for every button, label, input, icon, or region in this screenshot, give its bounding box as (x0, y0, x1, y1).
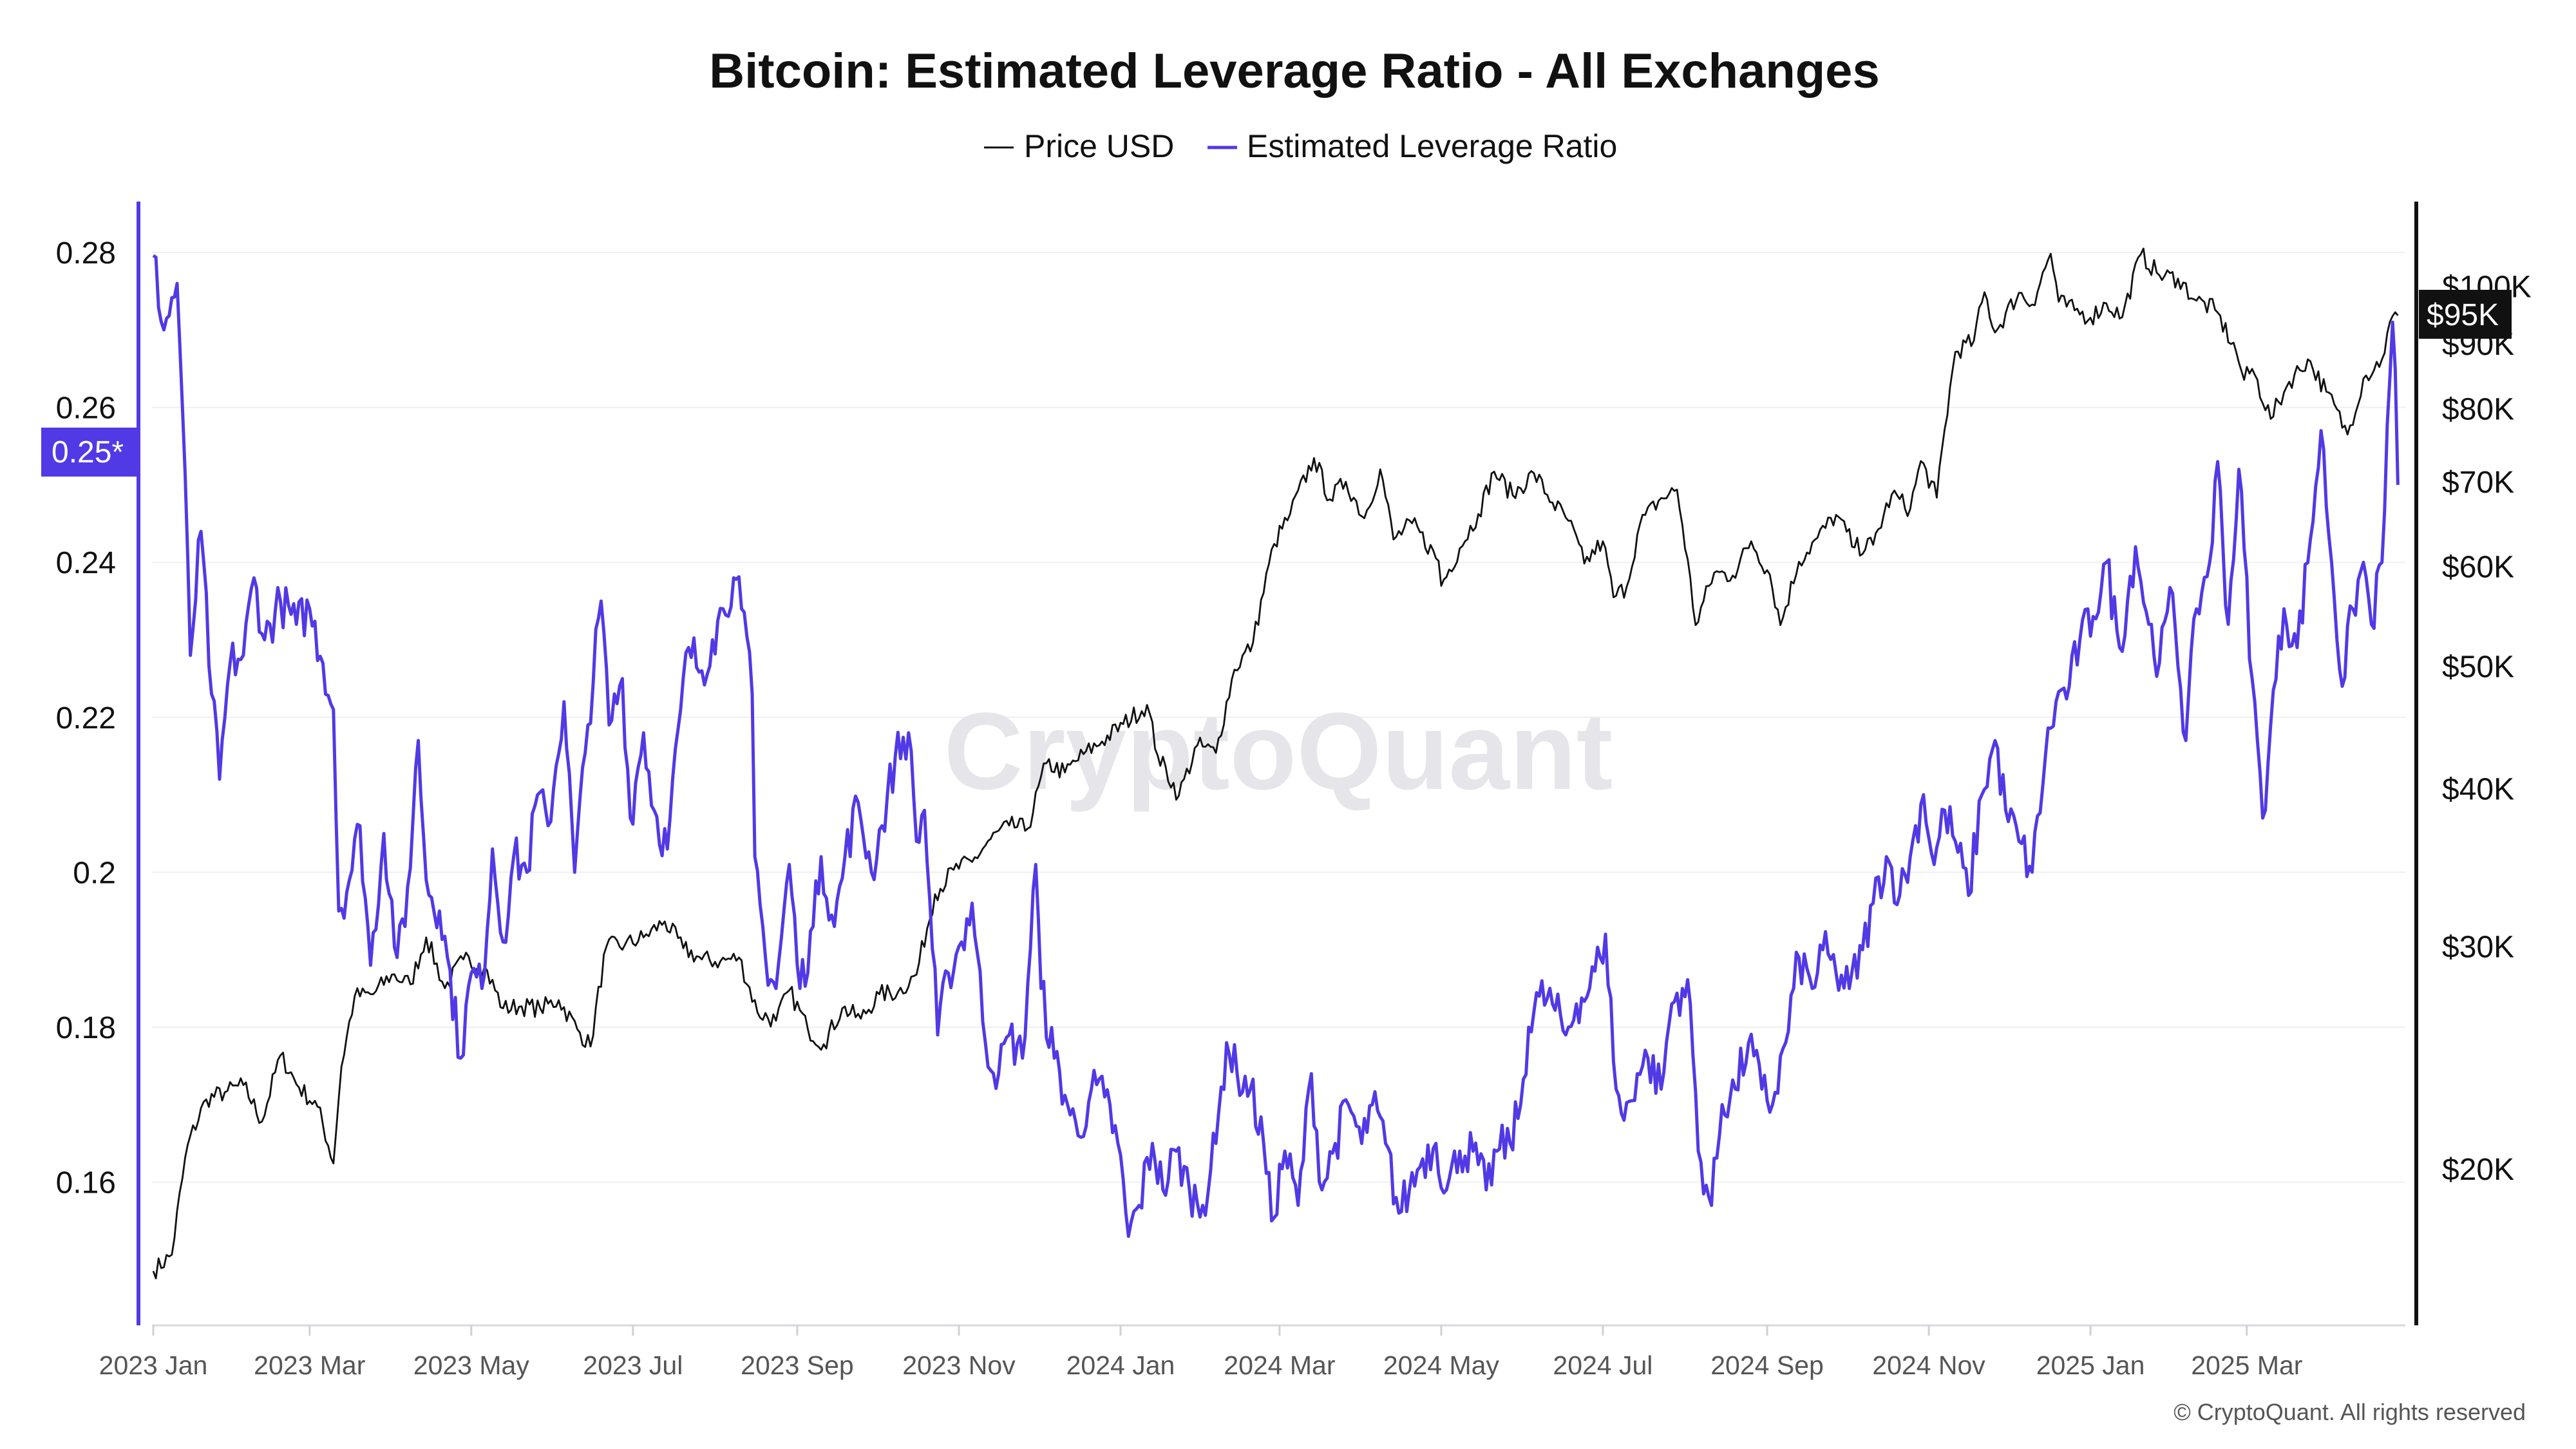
x-tick-label: 2023 Jul (583, 1350, 683, 1380)
current-price-label: $95K (2427, 298, 2499, 332)
x-axis-ticks: 2023 Jan 2023 Mar 2023 May 2023 Jul 2023 Sep… (99, 1325, 2302, 1380)
current-leverage-label: 0.25* (52, 435, 124, 469)
legend: Price USD Estimated Leverage Ratio (984, 128, 1617, 164)
left-tick-label: 0.18 (56, 1011, 116, 1045)
leverage-ratio-line (152, 254, 2400, 1238)
legend-item-price[interactable]: Price USD (984, 128, 1174, 164)
left-tick-label: 0.22 (56, 701, 116, 735)
price-usd-line (152, 247, 2399, 1280)
x-tick-label: 2025 Jan (2036, 1350, 2145, 1380)
right-tick-label: $60K (2442, 550, 2514, 584)
right-tick-label: $20K (2442, 1153, 2514, 1187)
current-price-badge (2419, 290, 2512, 339)
legend-label-leverage: Estimated Leverage Ratio (1247, 128, 1617, 164)
x-tick-label: 2025 Mar (2191, 1350, 2302, 1380)
left-axis-ticks: 0.28 0.26 0.24 0.22 0.2 0.18 0.16 (56, 236, 116, 1200)
watermark: CryptoQuant (944, 690, 1613, 813)
current-leverage-badge: 0.25* (41, 428, 138, 477)
right-tick-label: $40K (2442, 773, 2514, 807)
x-tick-label: 2023 Sep (741, 1350, 854, 1380)
right-tick-label: $80K (2442, 392, 2514, 426)
right-tick-label: $50K (2442, 650, 2514, 685)
left-tick-label: 0.16 (56, 1166, 116, 1200)
x-tick-label: 2023 May (413, 1350, 530, 1380)
copyright: © CryptoQuant. All rights reserved (2174, 1399, 2526, 1425)
x-tick-label: 2023 Jan (99, 1350, 208, 1380)
chart-title: Bitcoin: Estimated Leverage Ratio - All … (709, 44, 1879, 99)
x-tick-label: 2024 Sep (1710, 1350, 1824, 1380)
legend-item-leverage[interactable]: Estimated Leverage Ratio (1208, 128, 1617, 164)
x-tick-label: 2024 Mar (1224, 1350, 1335, 1380)
left-tick-label: 0.28 (56, 236, 116, 270)
x-tick-label: 2024 Nov (1872, 1350, 1985, 1380)
left-tick-label: 0.2 (73, 856, 116, 890)
right-axis-ticks: $100K$90K$80K$70K$60K$50K$40K$30K$20K$95… (2419, 270, 2532, 1187)
x-tick-label: 2023 Mar (254, 1350, 365, 1380)
x-tick-label: 2024 Jan (1066, 1350, 1175, 1380)
left-tick-label: 0.26 (56, 392, 116, 426)
right-tick-label: $30K (2442, 931, 2514, 965)
x-tick-label: 2024 Jul (1553, 1350, 1653, 1380)
left-tick-label: 0.24 (56, 546, 116, 580)
right-tick-label: $70K (2442, 466, 2514, 500)
x-tick-label: 2024 May (1383, 1350, 1500, 1380)
legend-label-price: Price USD (1024, 128, 1174, 164)
x-tick-label: 2023 Nov (902, 1350, 1016, 1380)
